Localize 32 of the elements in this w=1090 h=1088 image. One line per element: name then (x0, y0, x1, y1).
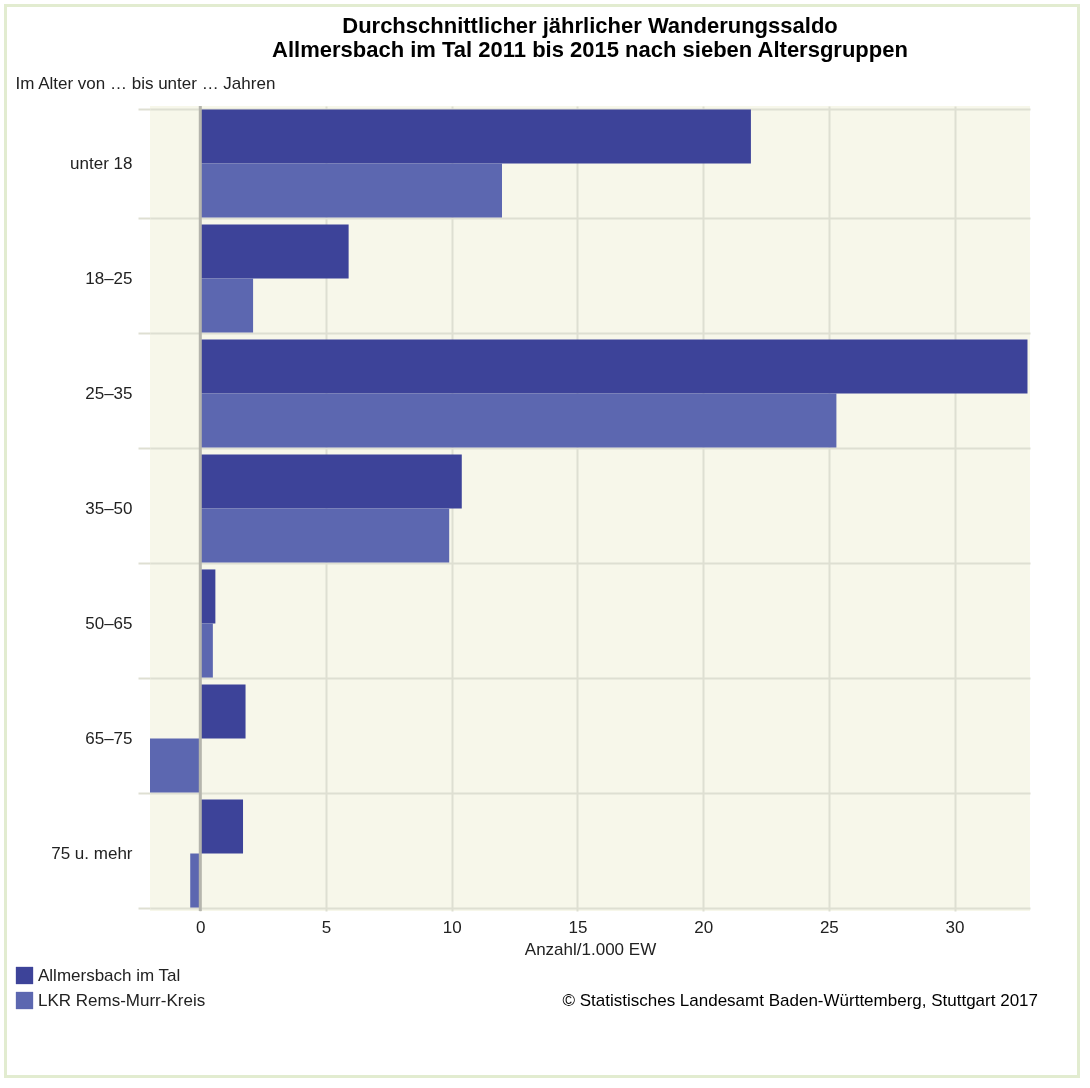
legend-label: Allmersbach im Tal (38, 965, 181, 985)
bar (200, 454, 462, 509)
y-tick-label: 25–35 (85, 384, 133, 403)
y-tick-label: 65–75 (85, 729, 133, 748)
bar (200, 339, 1028, 394)
bar (200, 224, 349, 279)
y-tick-label: 50–65 (85, 614, 133, 633)
x-axis-title: Anzahl/1.000 EW (524, 939, 657, 959)
y-axis-title: Im Alter von … bis unter … Jahren (15, 73, 276, 93)
x-tick-label: 25 (819, 917, 839, 937)
text: Durchschnittlicher jährlicher Wanderungssaldo (342, 13, 838, 38)
x-tick-label: 20 (694, 917, 714, 937)
x-tick-label: 5 (321, 917, 332, 937)
bar (200, 393, 837, 448)
y-tick-label: 75 u. mehr (51, 844, 133, 863)
x-tick-label: 30 (945, 917, 965, 937)
text: Allmersbach im Tal 2011 bis 2015 nach sieben Altersgruppen (272, 37, 908, 62)
y-tick-label: 35–50 (85, 499, 133, 518)
bar (200, 278, 254, 333)
x-tick-label: 0 (196, 917, 206, 937)
text: © Statistisches Landesamt Baden-Württemberg, Stuttgart 2017 (562, 991, 1038, 1010)
bar (200, 684, 246, 739)
bar (200, 508, 450, 563)
bar (150, 738, 201, 793)
x-tick-label: 10 (442, 917, 462, 937)
y-tick-label: unter 18 (70, 154, 133, 173)
x-tick-label: 15 (568, 917, 588, 937)
bar (200, 109, 751, 164)
bar (200, 799, 244, 854)
y-tick-label: 18–25 (85, 269, 133, 288)
legend-label: LKR Rems-Murr-Kreis (38, 990, 206, 1010)
bar (200, 163, 502, 218)
